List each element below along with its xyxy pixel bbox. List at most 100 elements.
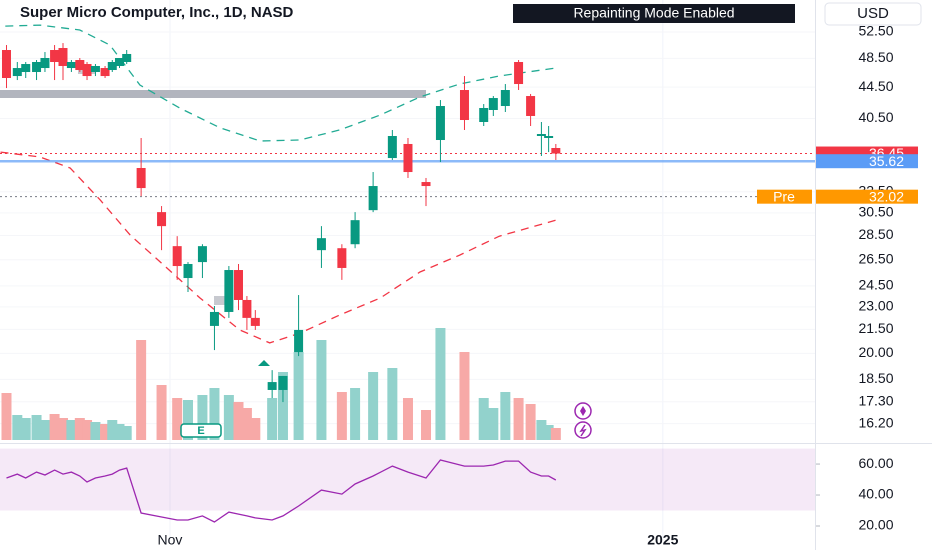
volume-bar	[435, 328, 446, 440]
candle-body	[136, 167, 146, 189]
candle-body	[337, 248, 347, 268]
candle-body	[435, 106, 445, 141]
candle-body	[479, 108, 489, 122]
notice-text: Repainting Mode Enabled	[573, 5, 734, 21]
price-label-bg	[816, 154, 918, 169]
volume-bar	[114, 424, 125, 440]
candle-body	[50, 50, 60, 63]
volume-bar	[316, 340, 327, 440]
candle-body	[250, 317, 260, 326]
rsi-line	[6, 459, 557, 523]
notice-box	[513, 4, 795, 23]
candle-body	[278, 375, 288, 390]
candle-body	[90, 65, 100, 73]
volume-bar	[350, 388, 361, 440]
volume-bar	[267, 398, 278, 440]
candle-body	[242, 299, 252, 318]
volume-bar	[550, 428, 561, 440]
price-tag: Pre	[773, 188, 795, 204]
volume-bar	[107, 420, 118, 440]
candle-body	[526, 96, 536, 116]
axis-layer: Nov202552.5048.5044.5040.5032.5030.5028.…	[158, 23, 918, 548]
rsi-tick-label: 20.00	[858, 517, 893, 533]
volume-bar	[197, 395, 208, 440]
volume-bar	[209, 388, 220, 440]
candle-body	[172, 246, 182, 267]
volume-bar	[136, 340, 147, 440]
volume-bar	[82, 420, 93, 440]
x-tick-label: 2025	[647, 532, 678, 548]
y-tick-label: 44.50	[858, 78, 893, 94]
volume-bar	[421, 410, 432, 440]
candle-body	[82, 64, 92, 77]
candle-body	[66, 62, 76, 69]
y-tick-label: 28.50	[858, 226, 893, 242]
candle-body	[316, 238, 326, 251]
volume-bar	[277, 372, 288, 440]
earnings-badge[interactable]	[180, 423, 222, 438]
y-tick-label: 21.50	[858, 320, 893, 336]
volume-bar	[57, 418, 68, 440]
volume-bar	[66, 420, 77, 440]
volume-bar	[293, 352, 304, 440]
candle-body	[233, 270, 243, 300]
candle-body	[1, 50, 11, 78]
volume-bar	[387, 368, 398, 440]
candle-body	[350, 220, 360, 245]
event-icon-glyph	[579, 424, 587, 437]
candle-body	[224, 270, 234, 312]
volume-bar	[90, 422, 101, 440]
volume-bar	[74, 418, 85, 440]
volume-bar	[536, 420, 547, 440]
candle-body	[157, 212, 167, 227]
price-label: 35.62	[869, 153, 904, 169]
y-tick-label: 17.30	[858, 392, 893, 408]
y-tick-label: 26.50	[858, 250, 893, 266]
volume-bar	[172, 398, 183, 440]
candle-body	[500, 90, 510, 107]
volume-bar	[20, 418, 31, 440]
y-tick-label: 48.50	[858, 49, 893, 65]
y-tick-label: 20.00	[858, 344, 893, 360]
y-tick-label: 24.50	[858, 277, 893, 293]
currency-button[interactable]	[824, 2, 922, 26]
candle-body	[387, 136, 397, 159]
candle-body	[183, 263, 193, 279]
candle-body	[21, 64, 31, 73]
candle-body	[100, 68, 110, 77]
candle-body	[58, 48, 68, 66]
volume-bar	[513, 398, 524, 440]
y-tick-label: 18.50	[858, 370, 893, 386]
volume-bar	[543, 425, 554, 440]
y-tick-label: 16.20	[858, 414, 893, 430]
candle-body	[536, 134, 546, 137]
candle-body	[551, 148, 561, 154]
volume-bar	[402, 398, 413, 440]
volume-bar	[250, 418, 261, 440]
volume-layer	[1, 328, 561, 440]
price-label: 32.02	[869, 188, 904, 204]
candle-body	[107, 62, 117, 71]
volume-bar	[500, 392, 511, 440]
volume-bar	[336, 392, 347, 440]
candle-body	[209, 311, 219, 326]
candle-layer	[1, 43, 561, 403]
moving-average	[5, 24, 556, 142]
volume-bar	[31, 415, 42, 440]
y-tick-label: 52.50	[858, 23, 893, 39]
candle-body	[544, 136, 554, 138]
candle-body	[459, 90, 469, 121]
candle-body	[403, 143, 413, 173]
x-tick-label: Nov	[158, 532, 183, 548]
candle-body	[488, 98, 498, 111]
volume-bar	[49, 414, 60, 440]
volume-bar	[459, 352, 470, 440]
candle-body	[421, 182, 431, 187]
volume-bar	[39, 420, 50, 440]
candle-body	[197, 246, 207, 263]
volume-bar	[1, 393, 12, 440]
candle-body	[267, 382, 277, 390]
volume-bar	[156, 385, 167, 440]
event-marker	[258, 360, 270, 366]
